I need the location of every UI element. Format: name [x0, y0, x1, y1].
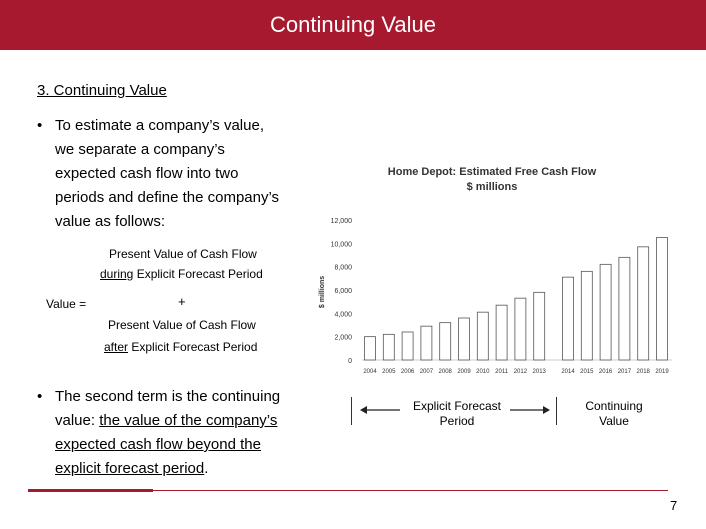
footer-accent — [28, 489, 153, 492]
formula-term1-rest: Explicit Forecast Period — [133, 267, 263, 281]
bar-2015 — [580, 270, 593, 361]
bar-2005 — [382, 333, 395, 361]
formula-value-label: Value = — [46, 297, 87, 311]
y-tick-label: 4,000 — [334, 311, 352, 318]
formula-after-word: after — [104, 340, 129, 354]
bar-2010 — [476, 311, 489, 361]
continuing-label-line: Value — [599, 414, 629, 428]
arrow-head-left — [360, 406, 367, 414]
bullet-2-line: The second term is the continuing — [55, 388, 281, 405]
bar-2008 — [439, 322, 452, 361]
x-tick-label: 2009 — [457, 369, 471, 375]
x-tick-label: 2006 — [401, 369, 415, 375]
title-bar: Continuing Value — [0, 0, 706, 50]
x-tick-label: 2005 — [382, 369, 396, 375]
bullet-2-plain: value: — [55, 412, 100, 429]
x-tick-label: 2014 — [561, 369, 575, 375]
y-tick-label: 0 — [348, 358, 352, 365]
page-number: 7 — [670, 498, 678, 513]
arrow-head-right — [543, 406, 550, 414]
bullet-1-line: To estimate a company’s value, — [55, 117, 264, 134]
continuing-label-line: Continuing — [585, 399, 643, 413]
bar-2018 — [637, 246, 650, 361]
y-tick-label: 2,000 — [334, 335, 352, 342]
section-title: 3. Continuing Value — [37, 82, 167, 99]
formula-term2-rest: Explicit Forecast Period — [128, 340, 258, 354]
footer-divider — [28, 490, 668, 491]
bar-2012 — [514, 297, 527, 361]
bar-2004 — [364, 336, 376, 361]
timeline-bar-mid — [556, 397, 557, 425]
bullet-2: • The second term is the continuing valu… — [37, 385, 327, 485]
explicit-period-arrow — [360, 406, 550, 414]
x-axis: 2004 2005 2006 2007 2008 2009 2010 2011 2012 2013… — [363, 369, 669, 375]
x-tick-label: 2017 — [618, 369, 632, 375]
bar-2016 — [599, 263, 612, 361]
x-tick-label: 2011 — [495, 369, 509, 375]
bullet-2-dot: • — [37, 388, 43, 405]
continuing-value-label: Continuing Value — [570, 399, 658, 429]
timeline-bar-left — [351, 397, 352, 425]
bullet-2-line: expected cash flow beyond the — [55, 436, 261, 453]
bars — [364, 237, 668, 361]
y-tick-label: 12,000 — [331, 218, 353, 225]
bar-2009 — [458, 317, 470, 361]
x-tick-label: 2008 — [439, 369, 453, 375]
bullet-1-line: periods and define the company’s — [55, 189, 280, 206]
bullet-1: • To estimate a company’s value, we sepa… — [37, 114, 317, 234]
fcf-chart: Home Depot: Estimated Free Cash Flow $ m… — [319, 166, 672, 375]
x-tick-label: 2016 — [599, 369, 613, 375]
bar-2011 — [495, 304, 508, 361]
x-tick-label: 2019 — [655, 369, 669, 375]
bar-2019 — [656, 237, 668, 361]
bullet-1-text: To estimate a company’s value, we separa… — [55, 114, 279, 234]
explicit-label-line: Period — [439, 414, 475, 428]
formula-plus: + — [178, 294, 186, 309]
formula-term2-line2: after Explicit Forecast Period — [104, 340, 257, 354]
chart-ylabel: $ millions — [319, 276, 326, 308]
x-tick-label: 2012 — [514, 369, 528, 375]
bullet-1-line: we separate a company’s — [55, 141, 225, 158]
bar-2007 — [420, 325, 433, 361]
x-tick-label: 2004 — [363, 369, 377, 375]
bullet-2-text: The second term is the continuing value:… — [55, 385, 280, 481]
bullet-2-period: . — [204, 460, 209, 477]
bullet-1-line: value as follows: — [55, 213, 166, 230]
bullet-2-underlined: the value of the company’s — [99, 412, 278, 429]
x-tick-label: 2015 — [580, 369, 594, 375]
bullet-2-line: explicit forecast period. — [55, 457, 280, 481]
x-tick-label: 2018 — [637, 369, 651, 375]
bar-2014 — [562, 276, 574, 361]
bullet-2-underlined-end: explicit forecast period — [55, 460, 205, 477]
formula-during-word: during — [100, 267, 134, 281]
bar-2017 — [618, 256, 631, 361]
x-tick-label: 2010 — [476, 369, 490, 375]
x-tick-label: 2013 — [533, 369, 547, 375]
explicit-forecast-label: Explicit Forecast Period — [398, 399, 516, 429]
formula-term2-line1: Present Value of Cash Flow — [108, 318, 256, 332]
bar-2006 — [401, 331, 414, 361]
chart-title: Home Depot: Estimated Free Cash Flow — [388, 166, 597, 178]
bullet-2-line: value: the value of the company’s — [55, 409, 280, 433]
formula-term1-line1: Present Value of Cash Flow — [109, 247, 257, 261]
y-tick-label: 8,000 — [334, 265, 352, 272]
chart-subtitle: $ millions — [467, 181, 518, 193]
formula-term1-line2: during Explicit Forecast Period — [100, 267, 263, 281]
bullet-1-line: expected cash flow into two — [55, 165, 239, 182]
bar-2013 — [533, 291, 546, 361]
y-tick-label: 10,000 — [331, 241, 353, 248]
y-tick-label: 6,000 — [334, 288, 352, 295]
x-tick-label: 2007 — [420, 369, 434, 375]
explicit-label-line: Explicit Forecast — [412, 399, 502, 413]
bullet-1-dot: • — [37, 117, 43, 134]
slide-title: Continuing Value — [270, 12, 436, 37]
